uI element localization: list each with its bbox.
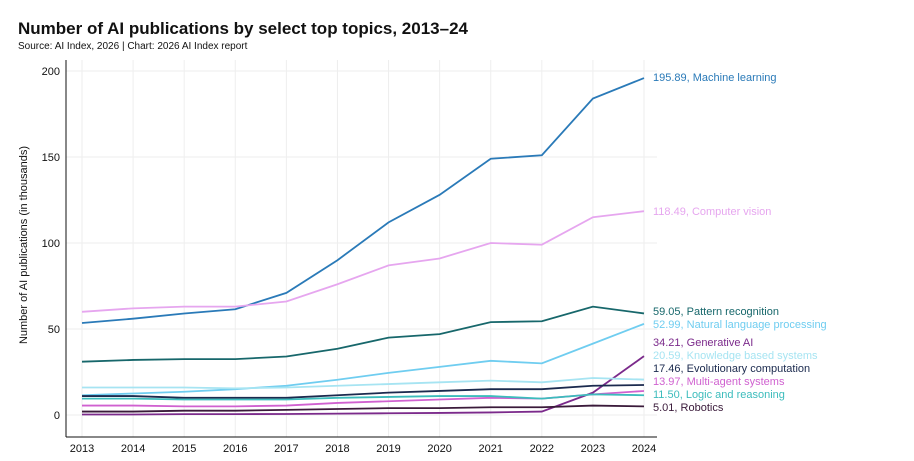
y-axis-label: Number of AI publications (in thousands) xyxy=(18,146,30,344)
series-label: 59.05, Pattern recognition xyxy=(653,306,779,318)
series-line-generative-ai xyxy=(82,355,645,416)
series-label: 17.46, Evolutionary computation xyxy=(653,363,810,375)
series-label: 195.89, Machine learning xyxy=(653,72,777,84)
series-label: 13.97, Multi-agent systems xyxy=(653,376,785,388)
x-tick-label: 2014 xyxy=(121,443,145,455)
chart-source: Source: AI Index, 2026 | Chart: 2026 AI … xyxy=(18,41,248,52)
series-line-computer-vision xyxy=(81,210,645,313)
x-tick-label: 2021 xyxy=(478,443,502,455)
series-label: 11.50, Logic and reasoning xyxy=(653,389,785,401)
x-tick-label: 2023 xyxy=(581,443,605,455)
y-tick-label: 200 xyxy=(42,66,60,78)
series-label: 20.59, Knowledge based systems xyxy=(653,350,818,362)
series-label: 34.21, Generative AI xyxy=(653,337,753,349)
series-line-robotics xyxy=(82,404,645,413)
chart-title: Number of AI publications by select top … xyxy=(18,19,468,38)
x-tick-label: 2013 xyxy=(70,443,94,455)
x-tick-label: 2019 xyxy=(376,443,400,455)
series-line-knowledge-based-systems xyxy=(82,377,645,390)
y-tick-label: 100 xyxy=(42,238,60,250)
series-line-logic-and-reasoning xyxy=(82,393,645,401)
y-tick-label: 150 xyxy=(42,152,60,164)
x-tick-label: 2015 xyxy=(172,443,196,455)
x-tick-label: 2020 xyxy=(427,443,451,455)
series-line-pattern-recognition xyxy=(81,305,645,363)
y-tick-label: 0 xyxy=(54,410,60,422)
x-tick-label: 2017 xyxy=(274,443,298,455)
y-tick-label: 50 xyxy=(48,324,60,336)
x-tick-label: 2024 xyxy=(632,443,656,455)
x-tick-label: 2018 xyxy=(325,443,349,455)
x-tick-label: 2016 xyxy=(223,443,247,455)
series-line-evolutionary-computation xyxy=(82,384,645,399)
series-line-machine-learning xyxy=(81,77,645,324)
x-tick-label: 2022 xyxy=(530,443,554,455)
series-line-natural-language-processing xyxy=(81,323,645,397)
series-label: 52.99, Natural language processing xyxy=(653,319,827,331)
series-label: 118.49, Computer vision xyxy=(653,206,771,218)
series-label: 5.01, Robotics xyxy=(653,402,724,414)
